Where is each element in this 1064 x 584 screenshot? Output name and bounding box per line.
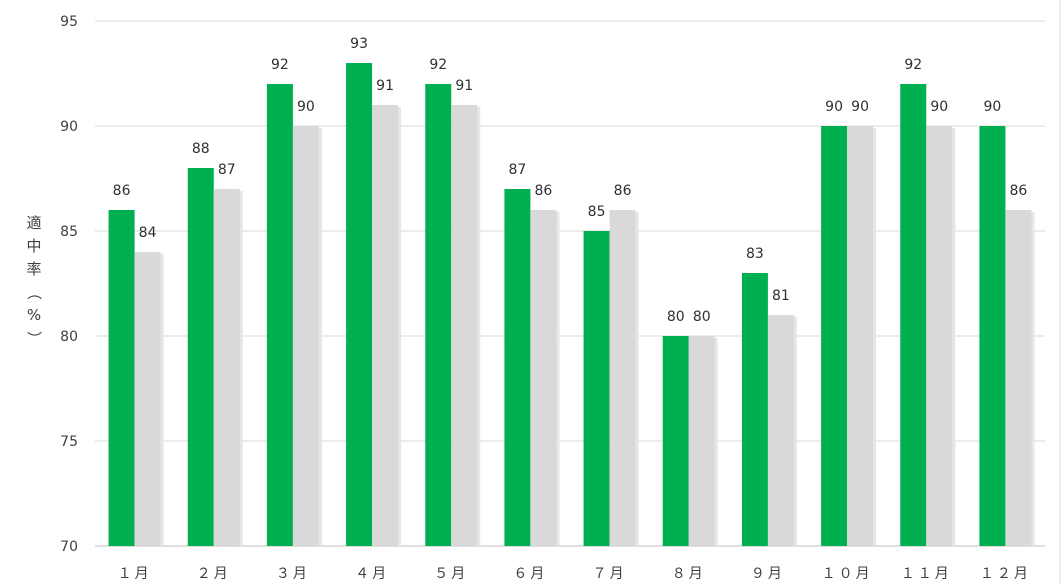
data-label: 86 — [1010, 183, 1028, 199]
bar-series-a — [346, 63, 373, 546]
bar-series-a — [583, 231, 610, 546]
y-axis-title-char: 中 — [26, 237, 42, 255]
data-label: 86 — [113, 183, 131, 199]
y-tick-label: 70 — [60, 539, 78, 555]
bar-series-b — [213, 189, 240, 546]
x-category-label: ９月 — [751, 566, 785, 582]
data-label: 90 — [851, 99, 869, 115]
bar-series-a — [504, 189, 531, 546]
bar-series-b — [847, 126, 874, 546]
x-category-label: １０月 — [822, 566, 873, 582]
data-label: 90 — [930, 99, 948, 115]
y-axis-title-char: % — [26, 306, 42, 324]
y-tick-label: 90 — [60, 119, 78, 135]
data-label: 85 — [588, 204, 606, 220]
y-tick-label: 80 — [60, 329, 78, 345]
x-category-label: ６月 — [513, 566, 547, 582]
bar-series-a — [108, 210, 135, 546]
data-label: 80 — [667, 309, 685, 325]
x-category-label: １２月 — [980, 566, 1031, 582]
bar-series-a — [741, 273, 768, 546]
bar-series-b — [530, 210, 557, 546]
bar-series-a — [979, 126, 1006, 546]
data-label: 90 — [297, 99, 315, 115]
x-category-label: ５月 — [434, 566, 468, 582]
data-label: 88 — [192, 141, 210, 157]
data-label: 87 — [509, 162, 527, 178]
x-category-label: １１月 — [901, 566, 952, 582]
data-label: 81 — [772, 288, 790, 304]
bar-series-a — [266, 84, 293, 546]
data-label: 83 — [746, 246, 764, 262]
data-label: 92 — [271, 57, 289, 73]
data-label: 91 — [455, 78, 473, 94]
bar-series-b — [372, 105, 399, 546]
data-label: 91 — [376, 78, 394, 94]
x-category-label: １月 — [118, 566, 152, 582]
x-category-label: ３月 — [276, 566, 310, 582]
y-tick-label: 95 — [60, 14, 78, 30]
data-label: 90 — [825, 99, 843, 115]
data-label: 92 — [904, 57, 922, 73]
y-tick-label: 85 — [60, 224, 78, 240]
data-label: 86 — [614, 183, 632, 199]
data-label: 86 — [535, 183, 553, 199]
y-axis-title-char: 率 — [26, 260, 42, 278]
bar-series-a — [821, 126, 848, 546]
data-label: 93 — [350, 36, 368, 52]
bar-series-b — [1005, 210, 1032, 546]
bar-series-b — [134, 252, 161, 546]
x-category-label: ２月 — [197, 566, 231, 582]
bar-series-a — [187, 168, 214, 546]
data-label: 80 — [693, 309, 711, 325]
bar-series-b — [292, 126, 319, 546]
bar-series-a — [662, 336, 689, 546]
y-axis-title-char: 適 — [26, 214, 42, 232]
bar-series-b — [688, 336, 715, 546]
bar-series-b — [926, 126, 953, 546]
bar-series-b — [451, 105, 478, 546]
bar-series-b — [767, 315, 794, 546]
data-label: 87 — [218, 162, 236, 178]
y-tick-label: 75 — [60, 434, 78, 450]
data-label: 84 — [139, 225, 157, 241]
x-category-label: ４月 — [355, 566, 389, 582]
y-axis-title: 適中率（%） — [24, 212, 44, 350]
bar-series-a — [425, 84, 452, 546]
data-label: 92 — [429, 57, 447, 73]
bar-series-b — [609, 210, 636, 546]
data-label: 90 — [984, 99, 1002, 115]
x-category-label: ８月 — [672, 566, 706, 582]
x-category-label: ７月 — [593, 566, 627, 582]
bar-series-a — [900, 84, 927, 546]
